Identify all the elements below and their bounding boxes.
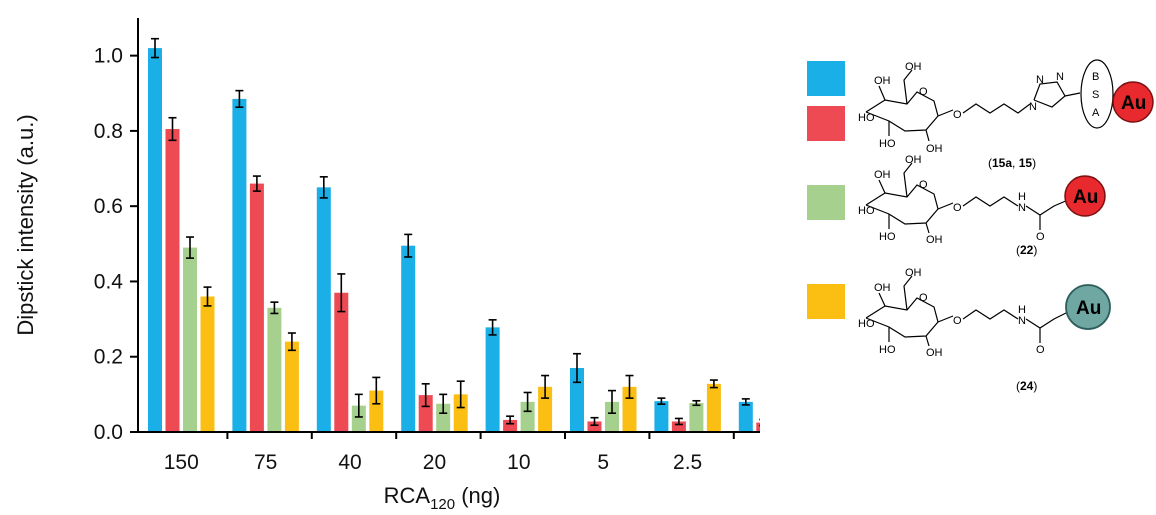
x-tick-label: 5 bbox=[597, 451, 609, 474]
bar-s2-c5 bbox=[605, 401, 619, 432]
x-tick-label: 150 bbox=[164, 451, 199, 474]
svg-text:OH: OH bbox=[905, 267, 922, 279]
structure-15: HO OH OH HO OH O O N N N B S A Au (15a, … bbox=[858, 59, 1154, 170]
svg-text:O: O bbox=[919, 86, 928, 98]
bar-s1-c5 bbox=[587, 421, 602, 432]
bar-s1-c6 bbox=[671, 421, 686, 432]
bar-s0-c0 bbox=[148, 48, 162, 432]
label-15a-15: (15a, 15) bbox=[988, 156, 1036, 170]
svg-text:OH: OH bbox=[874, 75, 891, 87]
svg-text:Au: Au bbox=[1121, 93, 1146, 114]
svg-text:HO: HO bbox=[858, 205, 875, 217]
bar-s1-c3 bbox=[418, 395, 433, 432]
label-24: (24) bbox=[1016, 379, 1037, 393]
bar-s3-c6 bbox=[706, 383, 721, 432]
bsa-s: S bbox=[1092, 89, 1099, 101]
y-tick-label: 0.6 bbox=[94, 195, 123, 218]
svg-text:O: O bbox=[1036, 231, 1045, 243]
svg-text:OH: OH bbox=[926, 234, 943, 246]
bar-s2-c2 bbox=[351, 405, 366, 432]
svg-text:HO: HO bbox=[858, 318, 875, 330]
bar-s0-c7 bbox=[738, 401, 753, 432]
x-tick-label: 75 bbox=[254, 451, 277, 474]
bar-s0-c4 bbox=[485, 327, 500, 432]
x-tick-label: 20 bbox=[423, 451, 446, 474]
legend-swatch-blue bbox=[807, 61, 845, 96]
bar-s0-c1 bbox=[232, 98, 247, 432]
svg-text:N: N bbox=[1036, 74, 1044, 86]
bar-s3-c1 bbox=[284, 341, 299, 432]
bar-s1-c1 bbox=[249, 183, 264, 432]
svg-text:HO: HO bbox=[858, 112, 875, 124]
svg-text:H: H bbox=[1018, 304, 1026, 316]
x-axis-title-sub: 120 bbox=[430, 496, 455, 513]
gold-nanoparticle-red-1 bbox=[1112, 81, 1154, 123]
svg-text:OH: OH bbox=[905, 154, 922, 166]
svg-text:O: O bbox=[919, 179, 928, 191]
svg-text:Au: Au bbox=[1076, 298, 1101, 319]
legend: HO OH OH HO OH O O N N N B S A Au (15a, … bbox=[807, 59, 1154, 393]
svg-text:OH: OH bbox=[926, 143, 943, 155]
y-tick-label: 1.0 bbox=[94, 45, 123, 68]
x-tick-label: 10 bbox=[507, 451, 530, 474]
legend-swatch-red bbox=[807, 106, 845, 141]
structure-22: HO OH OH HO OH O O H N O Au (22) bbox=[858, 154, 1106, 257]
gold-nanoparticle-teal bbox=[1065, 284, 1111, 330]
y-tick-label: 0.2 bbox=[94, 346, 123, 369]
bar-s2-c6 bbox=[689, 403, 704, 432]
x-axis-title-unit: (ng) bbox=[455, 483, 500, 508]
bar-s0-c5 bbox=[570, 368, 584, 432]
x-tick-label: 40 bbox=[338, 451, 361, 474]
svg-text:O: O bbox=[953, 202, 962, 214]
y-tick-label: 0.8 bbox=[94, 120, 123, 143]
bar-s2-c1 bbox=[267, 307, 282, 432]
bar-s0-c2 bbox=[316, 187, 331, 432]
bar-s1-c7 bbox=[756, 422, 760, 432]
svg-text:HO: HO bbox=[879, 138, 896, 150]
label-22: (22) bbox=[1016, 243, 1037, 257]
bar-s0-c3 bbox=[401, 245, 416, 432]
bar-s1-c0 bbox=[165, 129, 180, 432]
svg-text:OH: OH bbox=[874, 282, 891, 294]
svg-text:O: O bbox=[919, 292, 928, 304]
svg-text:OH: OH bbox=[926, 347, 943, 359]
legend-swatch-green bbox=[807, 185, 845, 220]
legend-swatch-yellow bbox=[807, 284, 845, 319]
y-tick-label: 0.4 bbox=[94, 270, 124, 293]
y-axis-title: Dipstick intensity (a.u.) bbox=[13, 114, 38, 335]
bsa-a: A bbox=[1092, 107, 1100, 119]
svg-text:OH: OH bbox=[874, 169, 891, 181]
structure-24: HO OH OH HO OH O O H N O Au (24) bbox=[858, 267, 1111, 393]
svg-text:HO: HO bbox=[879, 231, 896, 243]
svg-text:OH: OH bbox=[905, 61, 922, 73]
bsa-b: B bbox=[1092, 71, 1099, 83]
x-axis-title: RCA120 (ng) bbox=[384, 483, 501, 513]
svg-text:N: N bbox=[1018, 315, 1026, 327]
x-axis-title-main: RCA bbox=[384, 483, 431, 508]
svg-text:N: N bbox=[1056, 71, 1064, 83]
x-tick-label: 2.5 bbox=[673, 451, 702, 474]
bar-s3-c3 bbox=[453, 394, 468, 432]
svg-text:N: N bbox=[1029, 101, 1037, 113]
svg-text:HO: HO bbox=[879, 344, 896, 356]
bar-s1-c2 bbox=[334, 292, 349, 432]
svg-text:Au: Au bbox=[1073, 187, 1098, 208]
svg-text:O: O bbox=[1036, 344, 1045, 356]
svg-text:H: H bbox=[1018, 191, 1026, 203]
bar-s2-c0 bbox=[183, 247, 197, 432]
bar-s3-c0 bbox=[200, 296, 215, 432]
svg-text:O: O bbox=[953, 109, 962, 121]
bar-s2-c4 bbox=[520, 401, 535, 432]
svg-text:O: O bbox=[953, 315, 962, 327]
svg-text:N: N bbox=[1018, 202, 1026, 214]
bar-s2-c3 bbox=[436, 403, 451, 432]
y-tick-label: 0.0 bbox=[94, 421, 123, 444]
bar-s0-c6 bbox=[654, 401, 669, 432]
bar-s3-c2 bbox=[369, 390, 384, 432]
bars bbox=[148, 37, 760, 432]
gold-nanoparticle-red-2 bbox=[1064, 175, 1106, 217]
